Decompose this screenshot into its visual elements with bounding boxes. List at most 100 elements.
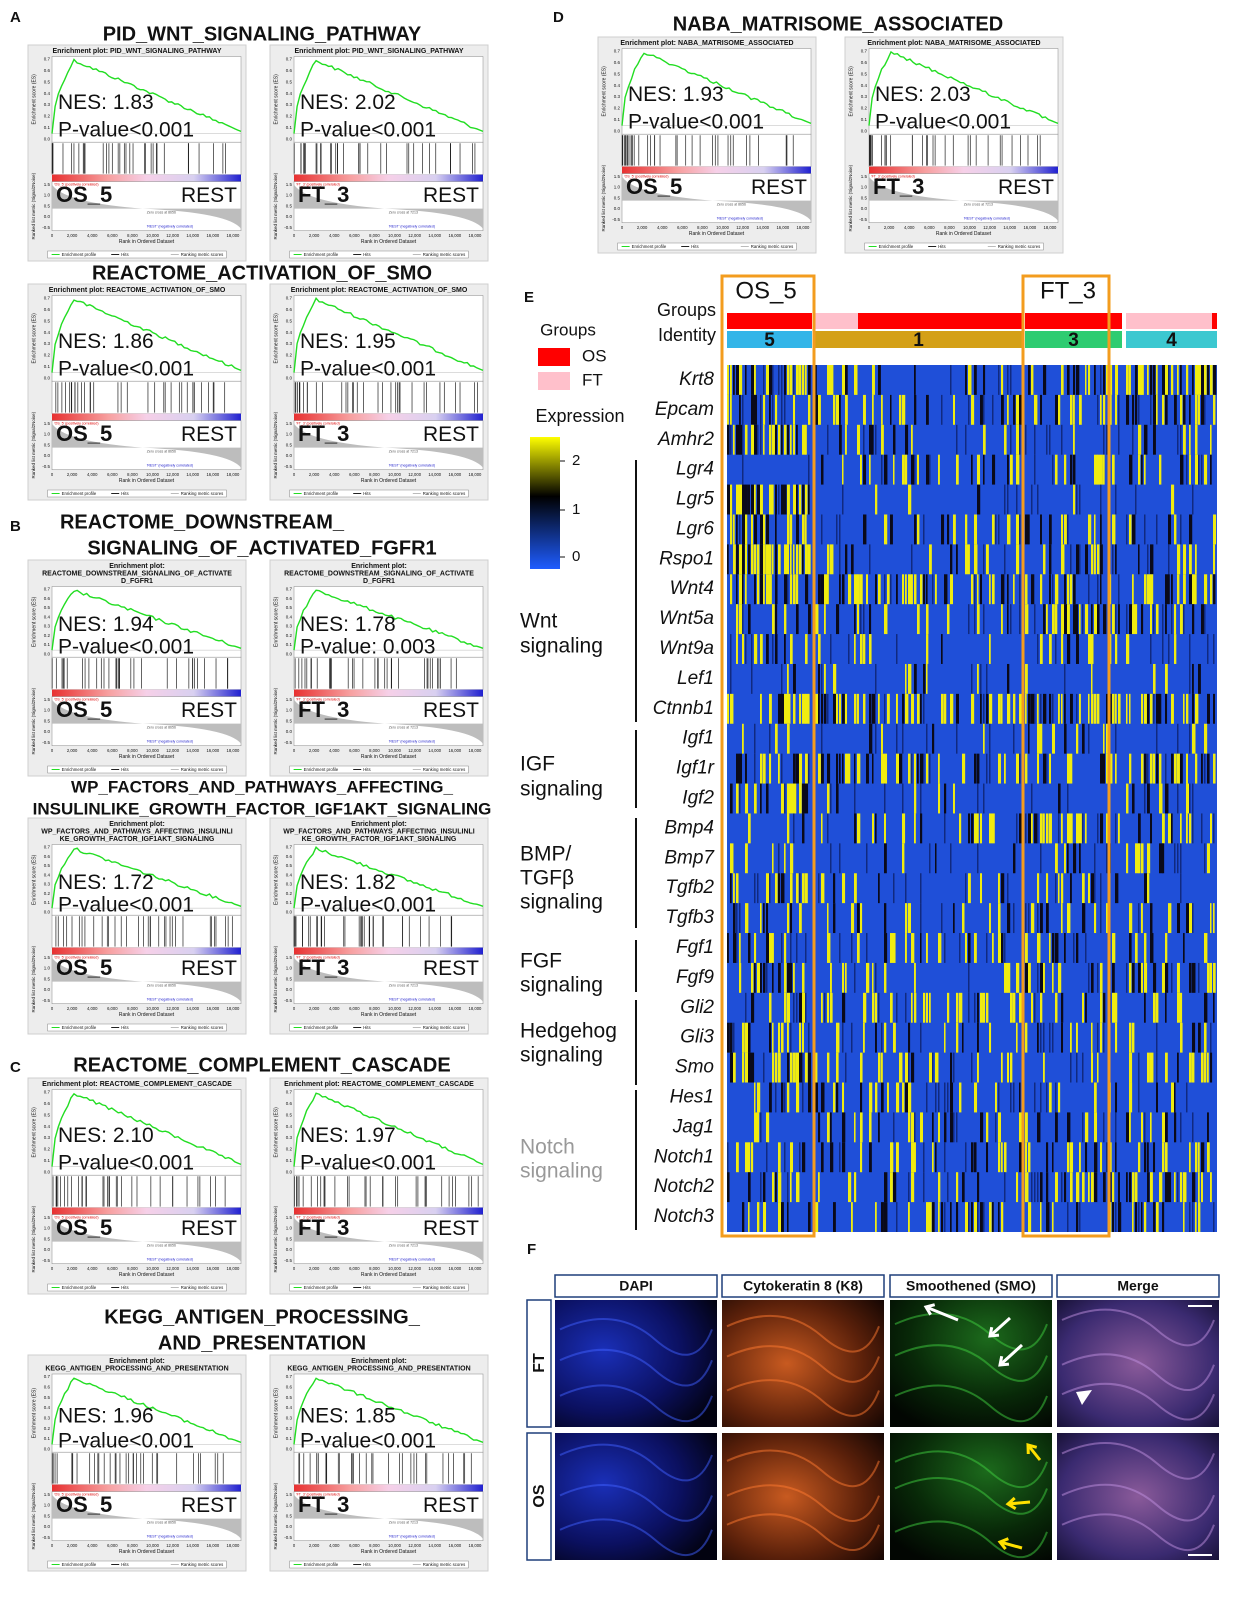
heatmap-cell bbox=[754, 1112, 757, 1142]
heatmap-cell bbox=[736, 754, 739, 784]
heatmap-cell bbox=[827, 574, 829, 604]
heatmap-cell bbox=[793, 754, 796, 784]
x-tick-label: 10,000 bbox=[716, 225, 729, 230]
nes-label: NES: 1.82 bbox=[300, 871, 396, 894]
x-tick-label: 10,000 bbox=[146, 748, 159, 753]
heatmap-cell bbox=[1019, 425, 1021, 455]
es-tick-label: 0.2 bbox=[286, 1426, 293, 1431]
heatmap-cell bbox=[1001, 694, 1003, 724]
heatmap-cell bbox=[760, 694, 762, 724]
legend-label: Enrichment profile bbox=[304, 767, 339, 772]
heatmap-cell bbox=[923, 993, 925, 1023]
heatmap-cell bbox=[845, 395, 848, 425]
heatmap-cell bbox=[1064, 724, 1067, 754]
heatmap-cell bbox=[938, 933, 941, 963]
heatmap-cell bbox=[742, 544, 745, 574]
heatmap-cell bbox=[875, 813, 877, 843]
heatmap-cell bbox=[1025, 754, 1027, 784]
heatmap-cell bbox=[908, 1023, 910, 1053]
heatmap-cell bbox=[971, 574, 973, 604]
gene-label: Epcam bbox=[655, 399, 714, 420]
heatmap-cell bbox=[992, 455, 995, 485]
heatmap-cell bbox=[830, 634, 832, 664]
gsea-header: Enrichment plot: bbox=[351, 821, 407, 828]
heatmap-cell bbox=[1210, 1172, 1212, 1202]
panel-letter: C bbox=[10, 1059, 21, 1076]
x-tick-label: 6,000 bbox=[924, 225, 935, 230]
heatmap-cell bbox=[1204, 993, 1207, 1023]
heatmap-cell bbox=[845, 365, 848, 395]
heatmap-cell bbox=[742, 1202, 744, 1232]
heatmap-cell bbox=[989, 724, 991, 754]
gene-set-title: NABA_MATRISOME_ASSOCIATED bbox=[673, 13, 1003, 35]
heatmap-cell bbox=[1150, 395, 1152, 425]
heatmap-cell bbox=[1085, 604, 1088, 634]
legend-label: Ranking metric scores bbox=[998, 244, 1041, 249]
heatmap-cell bbox=[1016, 754, 1019, 784]
heatmap-cell bbox=[1201, 1142, 1204, 1172]
heatmap-cell bbox=[1118, 1202, 1121, 1232]
legend-label: Hits bbox=[363, 1562, 370, 1567]
heatmap-cell bbox=[745, 754, 747, 784]
heatmap-cell bbox=[772, 395, 774, 425]
heatmap-cell bbox=[1138, 843, 1140, 873]
heatmap-cell bbox=[1019, 604, 1021, 634]
heatmap-cell bbox=[851, 933, 853, 963]
legend-label: Hits bbox=[121, 1025, 128, 1030]
gene-label: Lgr6 bbox=[676, 518, 714, 539]
metric-tick-label: 0.0 bbox=[44, 1524, 51, 1529]
heatmap-cell bbox=[772, 365, 774, 395]
heatmap-cell bbox=[742, 455, 744, 485]
pvalue-label: P-value<0.001 bbox=[58, 1152, 194, 1175]
legend-label: Enrichment profile bbox=[304, 1025, 339, 1030]
metric-tick-label: 0.5 bbox=[286, 442, 293, 447]
heatmap-cell bbox=[824, 574, 827, 604]
heatmap-cell bbox=[1085, 993, 1087, 1023]
x-tick-label: 2,000 bbox=[309, 1266, 320, 1271]
metric-tick-label: 0.0 bbox=[44, 987, 51, 992]
heatmap-cell bbox=[995, 514, 997, 544]
heatmap-cell bbox=[736, 784, 739, 814]
x-tick-label: 10,000 bbox=[388, 1543, 401, 1548]
negative-label: 'REST' (negatively correlated) bbox=[147, 998, 193, 1002]
heatmap-cell bbox=[1043, 813, 1045, 843]
heatmap-cell bbox=[971, 664, 973, 694]
heatmap-cell bbox=[1112, 963, 1115, 993]
heatmap-cell bbox=[1076, 1023, 1078, 1053]
heatmap-cell bbox=[1100, 395, 1102, 425]
heatmap-cell bbox=[1055, 604, 1057, 634]
x-tick-label: 2,000 bbox=[67, 1006, 78, 1011]
legend-label: Ranking metric scores bbox=[423, 1562, 466, 1567]
hits-panel bbox=[294, 915, 483, 947]
heatmap-cell bbox=[1207, 365, 1209, 395]
heatmap-cell bbox=[854, 365, 857, 395]
heatmap-cell bbox=[1138, 813, 1141, 843]
cluster-label: 5 bbox=[764, 330, 775, 351]
heatmap-cell bbox=[959, 1083, 961, 1113]
heatmap-cell bbox=[839, 1142, 841, 1172]
heatmap-cell bbox=[1115, 1112, 1117, 1142]
heatmap-cell bbox=[1195, 1202, 1197, 1232]
heatmap-cell bbox=[1144, 514, 1146, 544]
x-tick-label: 14,000 bbox=[186, 1266, 199, 1271]
zero-cross-label: Zero cross at 7213 bbox=[389, 726, 418, 730]
heatmap-cell bbox=[1162, 395, 1164, 425]
heatmap-cell bbox=[947, 1172, 949, 1202]
heatmap-cell bbox=[914, 813, 916, 843]
es-tick-label: 0.6 bbox=[44, 854, 51, 859]
heatmap-cell bbox=[787, 724, 790, 754]
heatmap-cell bbox=[754, 425, 757, 455]
heatmap-cell bbox=[920, 873, 922, 903]
heatmap-cell bbox=[974, 1202, 977, 1232]
es-tick-label: 0.4 bbox=[44, 872, 51, 877]
heatmap-cell bbox=[1141, 455, 1143, 485]
heatmap-cell bbox=[805, 933, 807, 963]
heatmap-cell bbox=[893, 1172, 896, 1202]
heatmap-cell bbox=[778, 1142, 781, 1172]
heatmap-cell bbox=[1162, 634, 1164, 664]
heatmap-cell bbox=[1153, 425, 1156, 455]
heatmap-cell bbox=[821, 514, 823, 544]
heatmap-cell bbox=[983, 544, 985, 574]
heatmap-cell bbox=[821, 724, 823, 754]
heatmap-cell bbox=[1141, 903, 1143, 933]
